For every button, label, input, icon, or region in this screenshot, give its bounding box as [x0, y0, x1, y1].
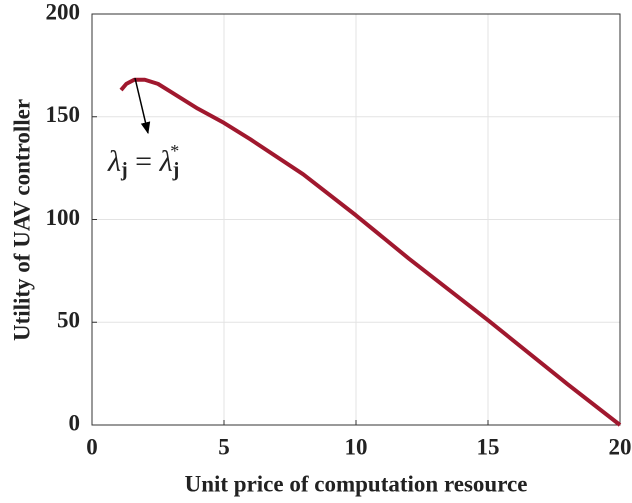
x-tick-label: 5 [218, 434, 230, 459]
x-axis-title: Unit price of computation resource [185, 471, 528, 496]
y-tick-label: 50 [57, 308, 80, 333]
annotation-part: λ [159, 145, 173, 178]
annotation-arrow [134, 77, 151, 135]
annotation-part: j [120, 159, 128, 181]
x-tick-label: 20 [609, 434, 632, 459]
annotation-part: j [172, 159, 180, 181]
annotation-part: = [128, 145, 160, 178]
annotation: λj = λj* [107, 141, 179, 180]
annotation-part: * [170, 141, 179, 161]
data-line [119, 77, 622, 427]
plot-frame [91, 13, 621, 426]
x-tick-label: 15 [477, 434, 500, 459]
y-tick-label: 200 [46, 0, 81, 24]
x-tick-label: 0 [86, 434, 98, 459]
y-tick-label: 0 [69, 410, 81, 435]
y-tick-label: 100 [46, 205, 81, 230]
x-tick-label: 10 [345, 434, 368, 459]
y-axis-title: Utility of UAV controller [9, 99, 34, 341]
annotation-part: λ [107, 145, 121, 178]
y-tick-label: 150 [46, 102, 81, 127]
